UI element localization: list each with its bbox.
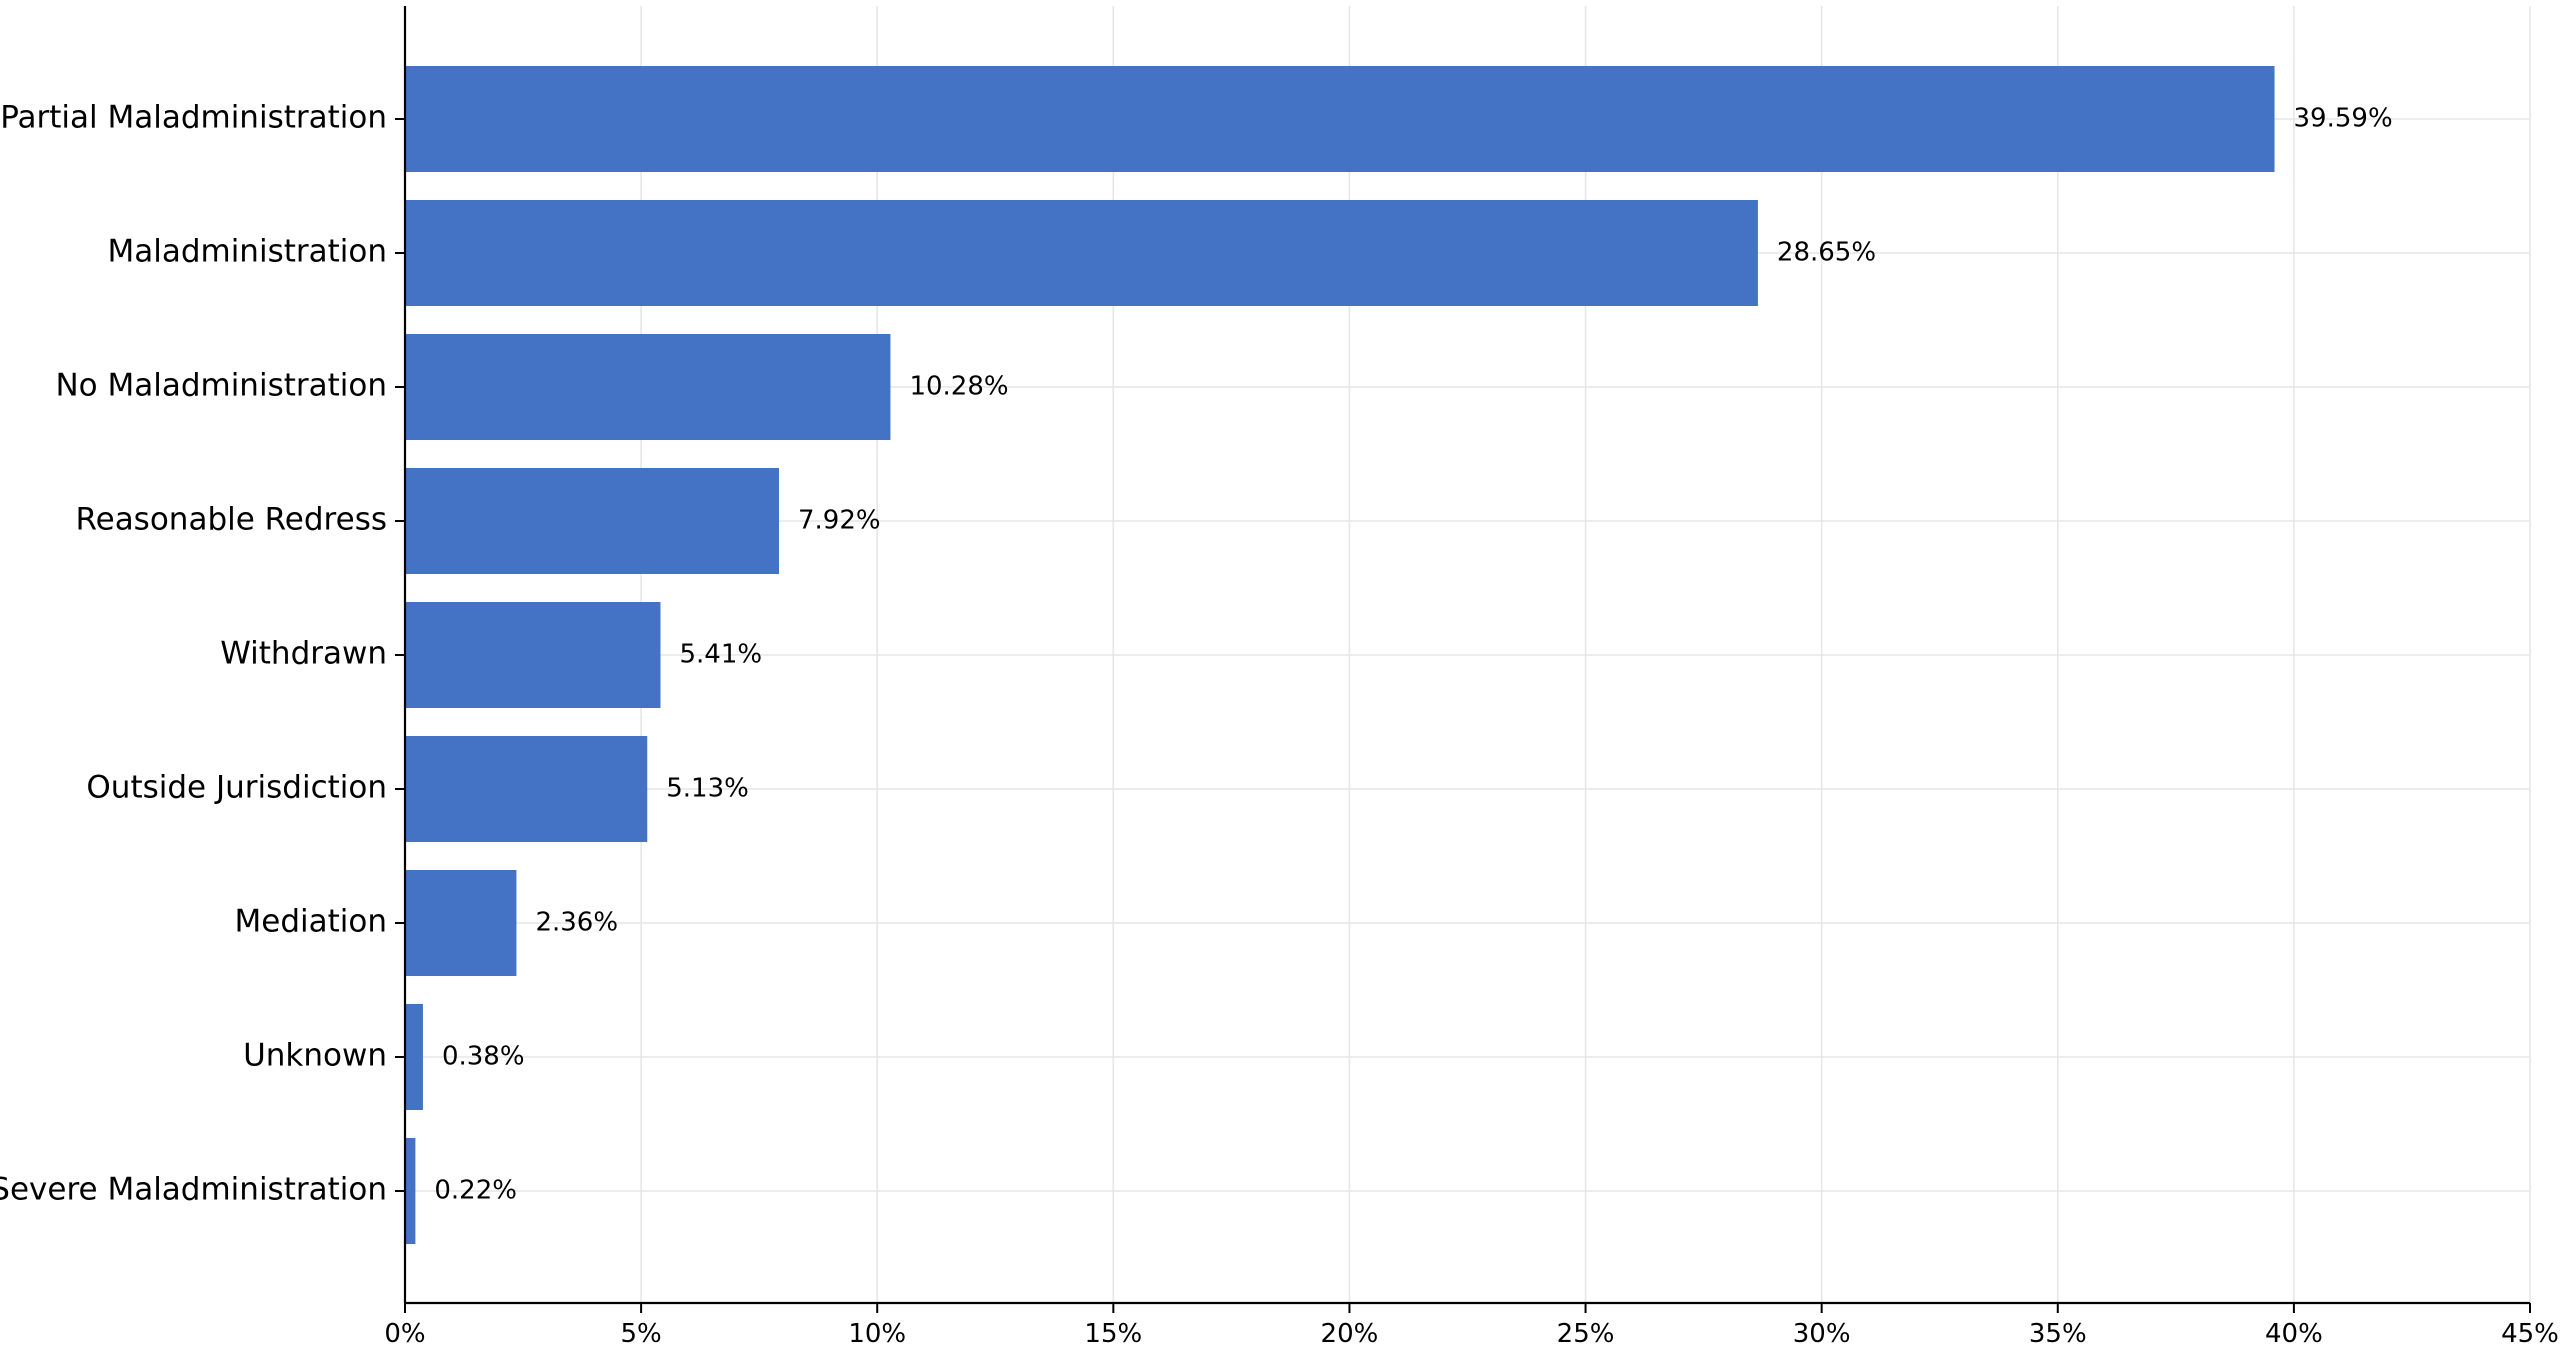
- x-tick-label: 15%: [1084, 1319, 1142, 1347]
- bar-value-label: 5.13%: [666, 774, 749, 804]
- x-tick-label: 30%: [1793, 1319, 1851, 1347]
- y-tick-label: Partial Maladministration: [0, 100, 387, 136]
- bar: [405, 468, 779, 574]
- bar-value-label: 10.28%: [909, 372, 1008, 402]
- y-tick-label: Mediation: [235, 904, 388, 940]
- x-tick-label: 40%: [2265, 1319, 2323, 1347]
- x-tick-label: 10%: [848, 1319, 906, 1347]
- x-tick-label: 5%: [620, 1319, 661, 1347]
- bar: [405, 334, 891, 440]
- bar-value-label: 0.22%: [434, 1176, 517, 1206]
- bar: [405, 1004, 423, 1110]
- y-tick-label: Maladministration: [107, 234, 387, 270]
- bar-value-label: 7.92%: [798, 506, 881, 536]
- bar: [405, 200, 1758, 306]
- bar: [405, 602, 661, 708]
- y-tick-label: Outside Jurisdiction: [86, 770, 387, 806]
- y-tick-label: Withdrawn: [220, 636, 387, 672]
- bar: [405, 870, 517, 976]
- x-tick-label: 35%: [2029, 1319, 2087, 1347]
- bar-value-label: 0.38%: [442, 1042, 525, 1072]
- bars: [405, 66, 2275, 1244]
- y-tick-label: Reasonable Redress: [75, 502, 387, 538]
- y-tick-label: Unknown: [243, 1038, 387, 1074]
- x-tick-label: 25%: [1557, 1319, 1615, 1347]
- category-labels: Partial Maladministration Maladministrati…: [0, 100, 387, 1208]
- axes: 0% 5% 10% 15% 20% 25% 30% 35% 40% 45%: [384, 6, 2559, 1347]
- y-tick-label: Severe Maladministration: [0, 1172, 387, 1208]
- bar-value-label: 5.41%: [679, 640, 762, 670]
- bar-value-label: 2.36%: [535, 908, 618, 938]
- bar: [405, 66, 2275, 172]
- bar: [405, 736, 648, 842]
- y-tick-label: No Maladministration: [55, 368, 387, 404]
- x-tick-label: 45%: [2501, 1319, 2559, 1347]
- bar-value-label: 28.65%: [1777, 238, 1876, 268]
- x-tick-label: 20%: [1321, 1319, 1379, 1347]
- bar: [405, 1138, 416, 1244]
- value-labels: 39.59% 28.65% 10.28% 7.92% 5.41% 5.13% 2.36% 0.…: [434, 104, 2392, 1206]
- bar-value-label: 39.59%: [2294, 104, 2393, 134]
- x-tick-label: 0%: [384, 1319, 425, 1347]
